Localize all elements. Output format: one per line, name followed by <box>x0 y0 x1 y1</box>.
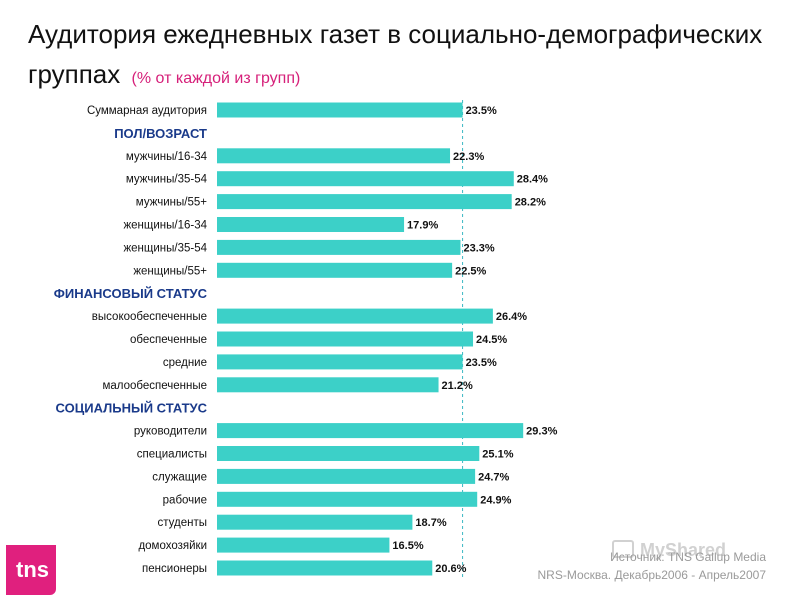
data-label: 28.4% <box>517 174 548 186</box>
bar <box>217 262 453 278</box>
category-label: средние <box>163 357 207 369</box>
data-label: 23.5% <box>466 357 497 369</box>
watermark: MyShared <box>612 540 726 561</box>
bar <box>217 491 478 507</box>
bar <box>217 171 514 187</box>
category-label: рабочие <box>163 494 207 506</box>
bar <box>217 514 413 530</box>
category-label: руководители <box>134 426 207 438</box>
category-label: высокообеспеченные <box>92 311 207 323</box>
bar <box>217 446 480 461</box>
section-label: СОЦИАЛЬНЫЙ СТАТУС <box>56 401 208 416</box>
data-label: 16.5% <box>392 540 423 552</box>
category-label: домохозяйки <box>138 540 207 552</box>
watermark-text: MyShared <box>640 540 727 560</box>
bar <box>217 537 390 553</box>
bar <box>217 239 461 255</box>
data-label: 23.3% <box>463 242 494 254</box>
chart-title: Аудитория ежедневных газет в социально-д… <box>28 14 788 99</box>
bar <box>217 423 524 439</box>
data-label: 26.4% <box>496 311 527 323</box>
category-label: мужчины/55+ <box>136 197 207 209</box>
bar <box>217 102 463 118</box>
data-label: 25.1% <box>482 449 513 461</box>
bar <box>217 194 512 210</box>
bar <box>217 308 493 324</box>
category-label: Суммарная аудитория <box>87 105 207 117</box>
presentation-icon <box>612 540 634 558</box>
chart-subtitle: (% от каждой из групп) <box>131 70 301 87</box>
category-label: женщины/55+ <box>133 265 207 277</box>
bar <box>217 377 439 393</box>
data-label: 17.9% <box>407 220 438 232</box>
data-label: 22.3% <box>453 151 484 163</box>
data-label: 24.9% <box>480 494 511 506</box>
bar <box>217 331 474 347</box>
category-label: пенсионеры <box>142 563 207 575</box>
bar <box>217 217 405 232</box>
data-label: 28.2% <box>515 197 546 209</box>
category-label: малообеспеченные <box>102 380 207 392</box>
data-label: 18.7% <box>415 517 446 529</box>
data-label: 21.2% <box>442 380 473 392</box>
category-label: студенты <box>157 517 207 529</box>
category-label: женщины/35-54 <box>123 242 207 254</box>
category-label: мужчины/16-34 <box>126 151 208 163</box>
bar <box>217 148 451 164</box>
bar <box>217 560 433 576</box>
data-label: 23.5% <box>466 105 497 117</box>
data-label: 24.7% <box>478 471 509 483</box>
section-label: ФИНАНСОВЫЙ СТАТУС <box>54 286 208 301</box>
source-note: Источник: TNS Gallup Media NRS-Москва. Д… <box>537 548 766 584</box>
data-label: 29.3% <box>526 426 557 438</box>
category-label: обеспеченные <box>130 334 207 346</box>
data-label: 24.5% <box>476 334 507 346</box>
logo-text: tns <box>16 557 49 582</box>
title-text: Аудитория ежедневных газет в социально-д… <box>28 19 763 89</box>
bar <box>217 354 463 370</box>
section-label: ПОЛ/ВОЗРАСТ <box>114 126 207 141</box>
category-label: мужчины/35-54 <box>126 174 208 186</box>
category-label: специалисты <box>137 449 207 461</box>
tns-logo: tns <box>6 545 56 595</box>
category-label: женщины/16-34 <box>123 220 207 232</box>
bar <box>217 468 476 484</box>
data-label: 20.6% <box>435 563 466 575</box>
source-line-1: Источник: TNS Gallup Media <box>610 550 766 564</box>
source-line-2: NRS-Москва. Декабрь2006 - Апрель2007 <box>537 568 766 582</box>
category-label: служащие <box>152 471 207 483</box>
data-label: 22.5% <box>455 265 486 277</box>
